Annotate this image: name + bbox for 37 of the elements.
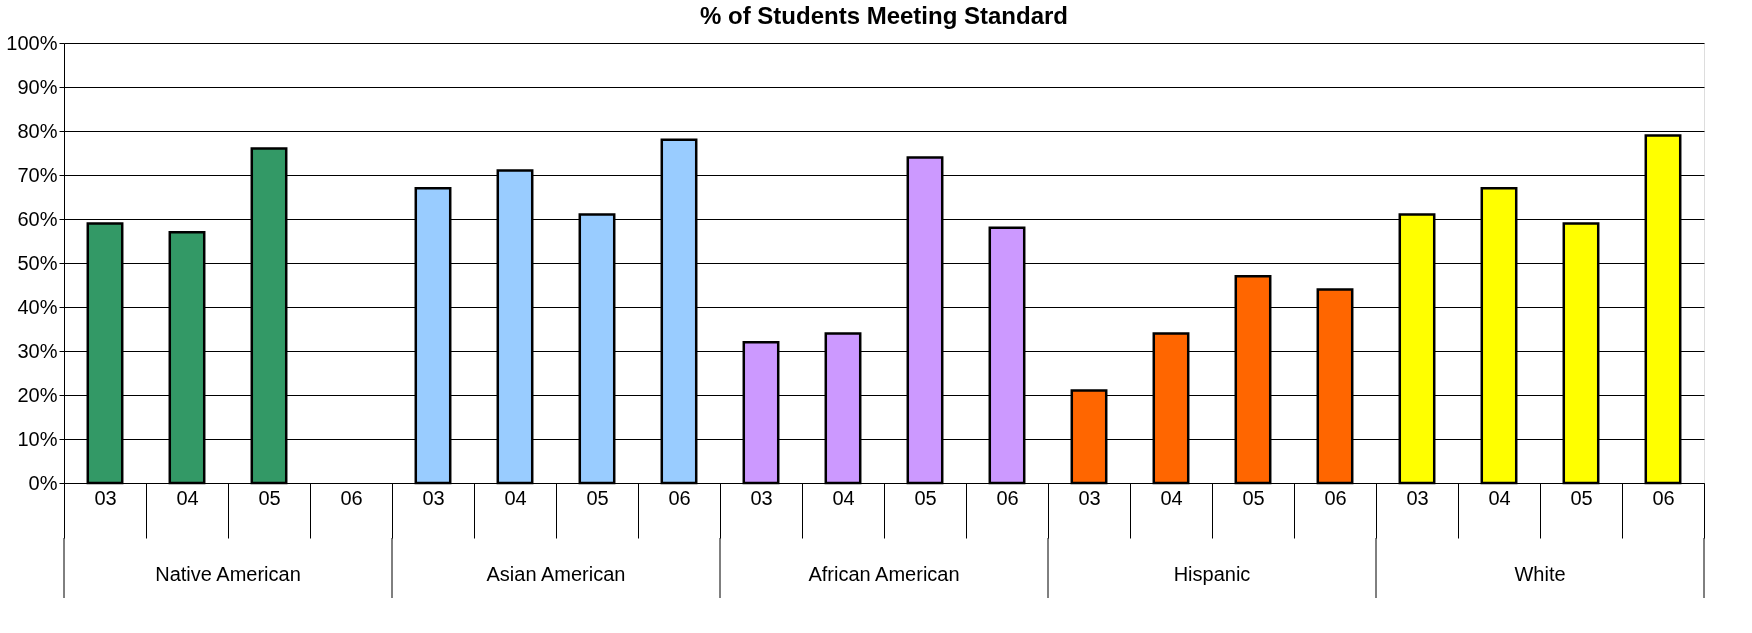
y-tick-label: 100% — [6, 31, 58, 54]
y-tick-label: 0% — [28, 471, 58, 494]
y-tick-label: 80% — [17, 119, 58, 142]
x-tick-label: 06 — [340, 486, 363, 509]
x-tick-label: 04 — [504, 486, 527, 509]
x-tick-label: 04 — [176, 486, 199, 509]
x-tick-label: 03 — [750, 486, 773, 509]
x-tick-label: 05 — [586, 486, 609, 509]
y-tick-label: 10% — [17, 427, 58, 450]
x-tick-label: 03 — [1406, 486, 1429, 509]
chart-title: % of Students Meeting Standard — [699, 2, 1069, 29]
x-tick-label: 05 — [258, 486, 281, 509]
text: Asian American — [486, 563, 626, 585]
x-tick-label: 04 — [832, 486, 855, 509]
x-tick-label: 04 — [1488, 486, 1511, 509]
y-tick-label: 60% — [17, 207, 58, 230]
y-tick-label: 20% — [17, 383, 58, 406]
x-tick-label: 06 — [668, 486, 691, 509]
y-tick-label: 30% — [17, 339, 58, 362]
x-tick-label: 03 — [1078, 486, 1101, 509]
x-tick-label: 06 — [1324, 486, 1347, 509]
x-tick-label: 03 — [422, 486, 445, 509]
x-tick-label: 06 — [996, 486, 1019, 509]
x-tick-label: 04 — [1160, 486, 1183, 509]
text: White — [1514, 563, 1566, 585]
y-tick-label: 90% — [17, 75, 58, 98]
y-tick-label: 40% — [17, 295, 58, 318]
y-tick-label: 70% — [17, 163, 58, 186]
x-tick-label: 05 — [914, 486, 937, 509]
x-tick-label: 06 — [1652, 486, 1675, 509]
x-tick-label: 03 — [94, 486, 117, 509]
y-tick-label: 50% — [17, 251, 58, 274]
x-tick-label: 05 — [1570, 486, 1593, 509]
text: Hispanic — [1173, 563, 1251, 585]
text: Native American — [155, 563, 301, 585]
text: African American — [808, 563, 960, 585]
x-tick-label: 05 — [1242, 486, 1265, 509]
